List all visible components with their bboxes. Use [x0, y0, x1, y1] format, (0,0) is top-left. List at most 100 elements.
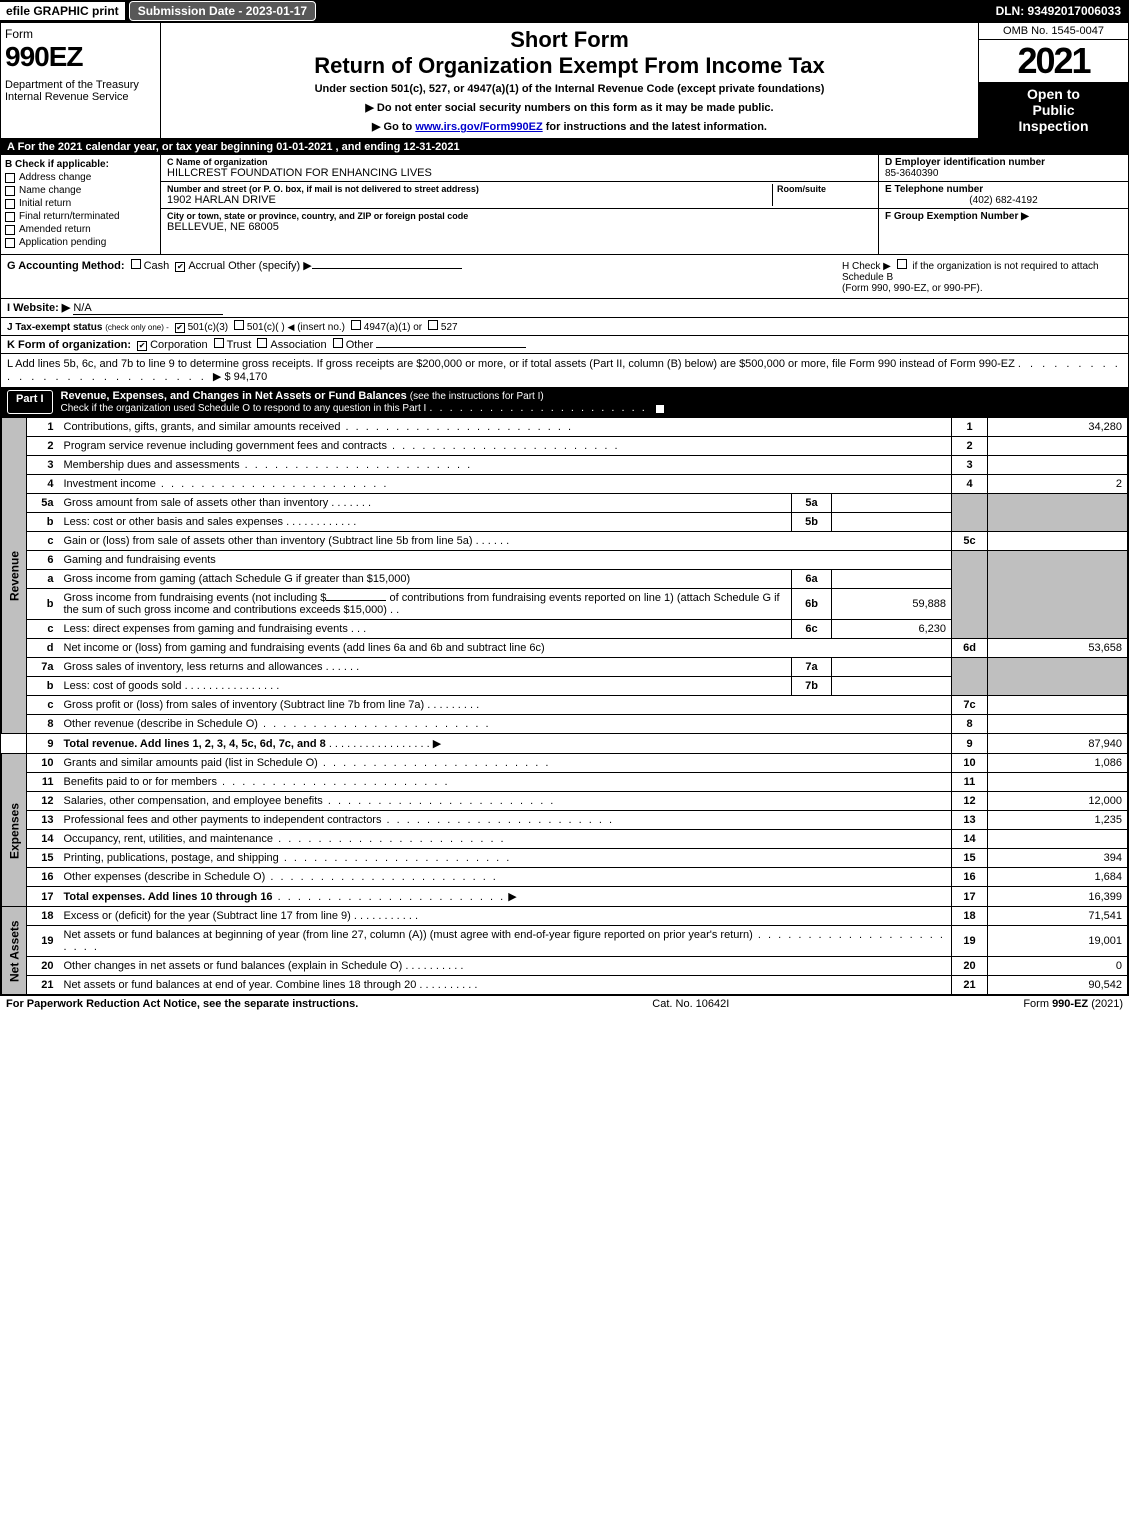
- cb-501c3[interactable]: ✔: [175, 323, 185, 333]
- website-value: N/A: [73, 302, 223, 315]
- line-14-desc: Occupancy, rent, utilities, and maintena…: [64, 833, 274, 845]
- c-street-label: Number and street (or P. O. box, if mail…: [167, 184, 772, 194]
- c-city-label: City or town, state or province, country…: [167, 211, 872, 221]
- c-room-label: Room/suite: [777, 184, 872, 194]
- part-i-header: Part I Revenue, Expenses, and Changes in…: [1, 387, 1128, 417]
- line-6a-subval: [832, 570, 952, 589]
- line-11-value: [988, 773, 1128, 792]
- line-19-value: 19,001: [988, 926, 1128, 957]
- short-form-title: Short Form: [169, 27, 970, 53]
- line-6b-amt-field[interactable]: [326, 600, 386, 601]
- section-b-label: B Check if applicable:: [5, 159, 156, 170]
- triangle-icon: [288, 322, 295, 333]
- line-12-desc: Salaries, other compensation, and employ…: [64, 795, 323, 807]
- line-19-desc: Net assets or fund balances at beginning…: [64, 929, 753, 941]
- cb-schedule-o[interactable]: ✔: [655, 404, 665, 414]
- line-15-value: 394: [988, 849, 1128, 868]
- line-4-value: 2: [988, 475, 1128, 494]
- line-13-desc: Professional fees and other payments to …: [64, 814, 382, 826]
- line-8-desc: Other revenue (describe in Schedule O): [64, 718, 258, 730]
- line-17-value: 16,399: [988, 887, 1128, 907]
- top-bar: efile GRAPHIC print Submission Date - 20…: [0, 0, 1129, 22]
- cb-association[interactable]: [257, 338, 267, 348]
- cb-trust[interactable]: [214, 338, 224, 348]
- g-label: G Accounting Method:: [7, 260, 125, 272]
- line-15-desc: Printing, publications, postage, and shi…: [64, 852, 279, 864]
- expenses-side-label: Expenses: [2, 754, 27, 907]
- line-5c-value: [988, 532, 1128, 551]
- cb-4947[interactable]: [351, 320, 361, 330]
- irs-label: Internal Revenue Service: [5, 91, 156, 103]
- cb-final-return[interactable]: [5, 212, 15, 222]
- submission-date-box: Submission Date - 2023-01-17: [129, 1, 316, 21]
- cb-name-change[interactable]: [5, 186, 15, 196]
- line-8-value: [988, 715, 1128, 734]
- footer-right: Form 990-EZ (2021): [1023, 998, 1123, 1010]
- footer-left: For Paperwork Reduction Act Notice, see …: [6, 998, 358, 1010]
- cb-accrual[interactable]: ✔: [175, 262, 185, 272]
- cb-application-pending[interactable]: [5, 238, 15, 248]
- line-20-value: 0: [988, 957, 1128, 976]
- line-1-value: 34,280: [988, 418, 1128, 437]
- line-17-desc: Total expenses. Add lines 10 through 16: [64, 891, 273, 903]
- cb-cash[interactable]: [131, 259, 141, 269]
- line-4-desc: Investment income: [64, 478, 156, 490]
- cb-schedule-b[interactable]: [897, 259, 907, 269]
- line-5c-desc: Gain or (loss) from sale of assets other…: [64, 535, 473, 547]
- line-14-value: [988, 830, 1128, 849]
- line-2-desc: Program service revenue including govern…: [64, 440, 387, 452]
- l-amount: ▶ $ 94,170: [213, 371, 267, 383]
- line-6b-desc1: Gross income from fundraising events (no…: [64, 592, 327, 604]
- cb-initial-return[interactable]: [5, 199, 15, 209]
- line-7c-value: [988, 696, 1128, 715]
- other-org-field[interactable]: [376, 347, 526, 348]
- net-assets-side-label: Net Assets: [2, 907, 27, 995]
- line-3-desc: Membership dues and assessments: [64, 459, 240, 471]
- line-18-desc: Excess or (deficit) for the year (Subtra…: [64, 910, 351, 922]
- line-6-desc: Gaming and fundraising events: [59, 551, 952, 570]
- irs-link[interactable]: www.irs.gov/Form990EZ: [415, 121, 542, 133]
- l-text: L Add lines 5b, 6c, and 7b to line 9 to …: [7, 358, 1015, 370]
- omb-number: OMB No. 1545-0047: [979, 23, 1128, 40]
- line-6d-desc: Net income or (loss) from gaming and fun…: [64, 642, 545, 654]
- cb-527[interactable]: [428, 320, 438, 330]
- org-name: HILLCREST FOUNDATION FOR ENHANCING LIVES: [167, 167, 872, 179]
- form-word: Form: [5, 27, 156, 41]
- cb-corporation[interactable]: ✔: [137, 341, 147, 351]
- cb-501c[interactable]: [234, 320, 244, 330]
- line-7a-desc: Gross sales of inventory, less returns a…: [64, 661, 323, 673]
- j-label: J Tax-exempt status: [7, 322, 102, 333]
- line-18-value: 71,541: [988, 907, 1128, 926]
- line-5b-desc: Less: cost or other basis and sales expe…: [64, 516, 284, 528]
- tax-year: 2021: [979, 40, 1128, 82]
- revenue-side-label: Revenue: [2, 418, 27, 734]
- subtitle: Under section 501(c), 527, or 4947(a)(1)…: [169, 83, 970, 95]
- cb-amended-return[interactable]: [5, 225, 15, 235]
- cb-address-change[interactable]: [5, 173, 15, 183]
- line-3-value: [988, 456, 1128, 475]
- line-6d-value: 53,658: [988, 639, 1128, 658]
- efile-print-button[interactable]: efile GRAPHIC print: [0, 2, 125, 20]
- line-10-value: 1,086: [988, 754, 1128, 773]
- other-specify-field[interactable]: [312, 268, 462, 269]
- line-6a-desc: Gross income from gaming (attach Schedul…: [64, 573, 411, 585]
- line-11-desc: Benefits paid to or for members: [64, 776, 217, 788]
- line-21-value: 90,542: [988, 976, 1128, 995]
- line-10-desc: Grants and similar amounts paid (list in…: [64, 757, 318, 769]
- line-5a-subval: [832, 494, 952, 513]
- line-7c-desc: Gross profit or (loss) from sales of inv…: [64, 699, 425, 711]
- f-group-label: F Group Exemption Number ▶: [885, 211, 1122, 222]
- line-6c-subval: 6,230: [832, 620, 952, 639]
- line-16-value: 1,684: [988, 868, 1128, 887]
- c-name-label: C Name of organization: [167, 157, 872, 167]
- line-5b-subval: [832, 513, 952, 532]
- d-ein-label: D Employer identification number: [885, 157, 1122, 168]
- instruction-2: ▶ Go to www.irs.gov/Form990EZ for instru…: [169, 120, 970, 133]
- cb-other[interactable]: [333, 338, 343, 348]
- line-6c-desc: Less: direct expenses from gaming and fu…: [64, 623, 348, 635]
- section-h: H Check ▶ if the organization is not req…: [842, 259, 1122, 294]
- e-phone-label: E Telephone number: [885, 184, 1122, 195]
- org-street: 1902 HARLAN DRIVE: [167, 194, 772, 206]
- instruction-1: ▶ Do not enter social security numbers o…: [169, 101, 970, 114]
- k-label: K Form of organization:: [7, 339, 131, 351]
